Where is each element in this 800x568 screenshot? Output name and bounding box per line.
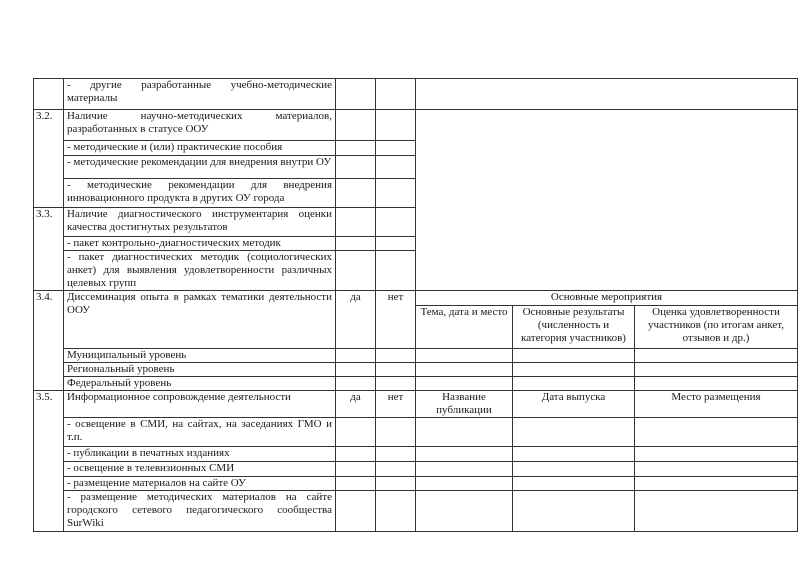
item-text: - пакет контрольно-диагностических метод… xyxy=(63,236,336,251)
table-row: - другие разработанные учебно-методическ… xyxy=(33,78,799,110)
group-header: Основные мероприятия xyxy=(414,290,799,306)
item-text: - другие разработанные учебно-методическ… xyxy=(63,78,336,110)
column-header: Тема, дата и место xyxy=(415,305,513,349)
item-text: - пакет диагностических методик (социоло… xyxy=(63,250,336,291)
item-text: - размещение методических материалов на … xyxy=(63,490,336,532)
column-header: Название публикации xyxy=(415,390,513,418)
item-text: - методические и (или) практические посо… xyxy=(63,140,336,156)
section-title: Наличие научно-методических материалов, … xyxy=(63,109,336,141)
column-header: Дата выпуска xyxy=(512,390,635,418)
item-text: - методические рекомендации для внедрени… xyxy=(63,155,336,179)
table-row: 3.2. Наличие научно-методических материа… xyxy=(33,109,799,291)
evaluation-table: - другие разработанные учебно-методическ… xyxy=(33,78,799,532)
no-label: нет xyxy=(375,290,416,349)
section-number: 3.3. xyxy=(33,207,64,291)
item-text: - освещение в СМИ, на сайтах, на заседан… xyxy=(63,417,336,447)
section-number: 3.2. xyxy=(33,109,64,208)
item-text: - освещение в телевизионных СМИ xyxy=(63,461,336,477)
column-header: Оценка удовлетворенности участников (по … xyxy=(633,305,799,349)
details-cell xyxy=(414,78,799,110)
item-text: - размещение материалов на сайте ОУ xyxy=(63,476,336,491)
column-header: Место размещения xyxy=(633,390,799,418)
no-cell xyxy=(375,78,416,110)
level-label: Муниципальный уровень xyxy=(63,348,336,363)
section-title: Информационное сопровождение деятельност… xyxy=(63,390,336,418)
section-number: 3.4. xyxy=(33,290,64,391)
yes-cell xyxy=(335,78,376,110)
level-label: Федеральный уровень xyxy=(63,376,336,391)
yes-label: да xyxy=(335,390,376,418)
section-number: 3.5. xyxy=(33,390,64,532)
level-label: Региональный уровень xyxy=(63,362,336,377)
item-text: - методические рекомендации для внедрени… xyxy=(63,178,336,208)
item-text: - публикации в печатных изданиях xyxy=(63,446,336,462)
column-header: Основные результаты (численность и катег… xyxy=(512,305,635,349)
details-cell xyxy=(414,109,799,291)
section-title: Наличие диагностического инструментария … xyxy=(63,207,336,237)
yes-label: да xyxy=(335,290,376,349)
no-label: нет xyxy=(375,390,416,418)
section-title: Диссеминация опыта в рамках тематики дея… xyxy=(63,290,336,349)
num-cell xyxy=(33,78,64,110)
